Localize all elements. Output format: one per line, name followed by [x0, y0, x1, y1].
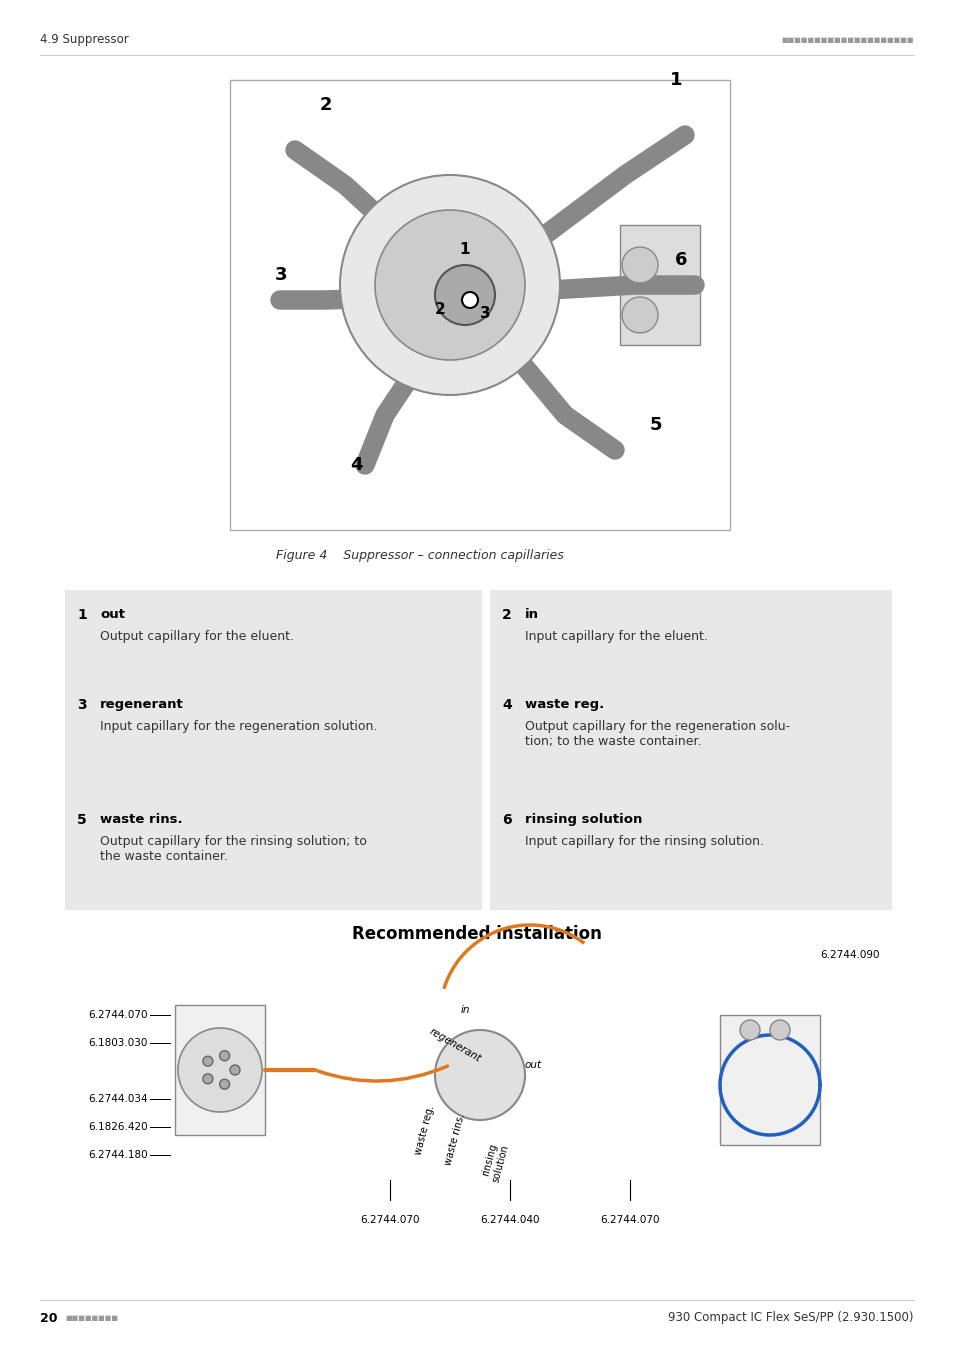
- Bar: [174, 1004, 265, 1135]
- Text: 6: 6: [675, 251, 687, 269]
- Bar: [490, 680, 891, 795]
- Circle shape: [375, 211, 524, 360]
- Text: 930 Compact IC Flex SeS/PP (2.930.1500): 930 Compact IC Flex SeS/PP (2.930.1500): [668, 1311, 913, 1324]
- Text: 6.2744.034: 6.2744.034: [89, 1094, 148, 1104]
- Bar: [490, 590, 891, 680]
- Bar: [65, 680, 481, 795]
- Text: waste reg.: waste reg.: [414, 1104, 436, 1156]
- Text: 5: 5: [77, 813, 87, 828]
- Text: 6.2744.090: 6.2744.090: [820, 950, 879, 960]
- Circle shape: [740, 1021, 760, 1040]
- Text: 5: 5: [649, 416, 661, 433]
- Text: 6.2744.070: 6.2744.070: [360, 1215, 419, 1224]
- Text: Recommended installation: Recommended installation: [352, 925, 601, 944]
- Circle shape: [621, 247, 658, 284]
- Circle shape: [219, 1050, 230, 1061]
- Text: out: out: [100, 608, 125, 621]
- Text: 3: 3: [274, 266, 287, 283]
- Text: 6.2744.180: 6.2744.180: [89, 1150, 148, 1160]
- Text: waste rins.: waste rins.: [100, 813, 182, 826]
- Text: Output capillary for the regeneration solu-
tion; to the waste container.: Output capillary for the regeneration so…: [524, 720, 789, 748]
- Circle shape: [339, 176, 559, 396]
- Text: regenerant: regenerant: [427, 1026, 482, 1064]
- Text: 3: 3: [77, 698, 87, 711]
- Text: 1: 1: [459, 243, 470, 258]
- Bar: [65, 590, 481, 680]
- Text: in: in: [524, 608, 538, 621]
- Text: rinsing solution: rinsing solution: [524, 813, 641, 826]
- Bar: [490, 795, 891, 910]
- Circle shape: [435, 265, 495, 325]
- Circle shape: [203, 1056, 213, 1066]
- Text: 6.1826.420: 6.1826.420: [89, 1122, 148, 1133]
- Bar: [720, 1015, 820, 1145]
- Circle shape: [435, 1030, 524, 1120]
- Text: 2: 2: [435, 302, 445, 317]
- Bar: [230, 80, 729, 531]
- Text: 3: 3: [479, 305, 490, 320]
- Text: 2: 2: [501, 608, 511, 622]
- Text: Input capillary for the regeneration solution.: Input capillary for the regeneration sol…: [100, 720, 377, 733]
- Text: 6.2744.040: 6.2744.040: [479, 1215, 539, 1224]
- Text: ■■■■■■■■■■■■■■■■■■■■: ■■■■■■■■■■■■■■■■■■■■: [781, 36, 913, 43]
- Circle shape: [219, 1079, 230, 1089]
- Text: 6: 6: [501, 813, 511, 828]
- Text: Figure 4    Suppressor – connection capillaries: Figure 4 Suppressor – connection capilla…: [275, 548, 563, 562]
- Text: out: out: [524, 1060, 541, 1071]
- Text: 2: 2: [319, 96, 333, 113]
- Text: Output capillary for the eluent.: Output capillary for the eluent.: [100, 630, 294, 643]
- Text: Input capillary for the rinsing solution.: Input capillary for the rinsing solution…: [524, 836, 763, 848]
- Text: Input capillary for the eluent.: Input capillary for the eluent.: [524, 630, 707, 643]
- Circle shape: [178, 1027, 262, 1112]
- Circle shape: [621, 297, 658, 333]
- Text: 6.2744.070: 6.2744.070: [89, 1010, 148, 1021]
- Text: 1: 1: [77, 608, 87, 622]
- Text: rinsing
solution: rinsing solution: [479, 1139, 510, 1183]
- Text: 1: 1: [669, 72, 681, 89]
- Text: 20: 20: [40, 1311, 57, 1324]
- Circle shape: [203, 1073, 213, 1084]
- Text: in: in: [459, 1004, 469, 1015]
- Text: 6.1803.030: 6.1803.030: [89, 1038, 148, 1048]
- Bar: [65, 795, 481, 910]
- Circle shape: [461, 292, 477, 308]
- Text: regenerant: regenerant: [100, 698, 184, 711]
- Text: waste reg.: waste reg.: [524, 698, 603, 711]
- Text: 6.2744.070: 6.2744.070: [599, 1215, 659, 1224]
- Text: waste rins.: waste rins.: [443, 1112, 466, 1166]
- Text: 4.9 Suppressor: 4.9 Suppressor: [40, 34, 129, 46]
- Bar: [619, 225, 700, 346]
- Text: 4: 4: [350, 456, 362, 474]
- Circle shape: [230, 1065, 240, 1075]
- Circle shape: [769, 1021, 789, 1040]
- Text: 4: 4: [501, 698, 511, 711]
- Text: Output capillary for the rinsing solution; to
the waste container.: Output capillary for the rinsing solutio…: [100, 836, 367, 863]
- Text: ■■■■■■■■: ■■■■■■■■: [65, 1315, 118, 1322]
